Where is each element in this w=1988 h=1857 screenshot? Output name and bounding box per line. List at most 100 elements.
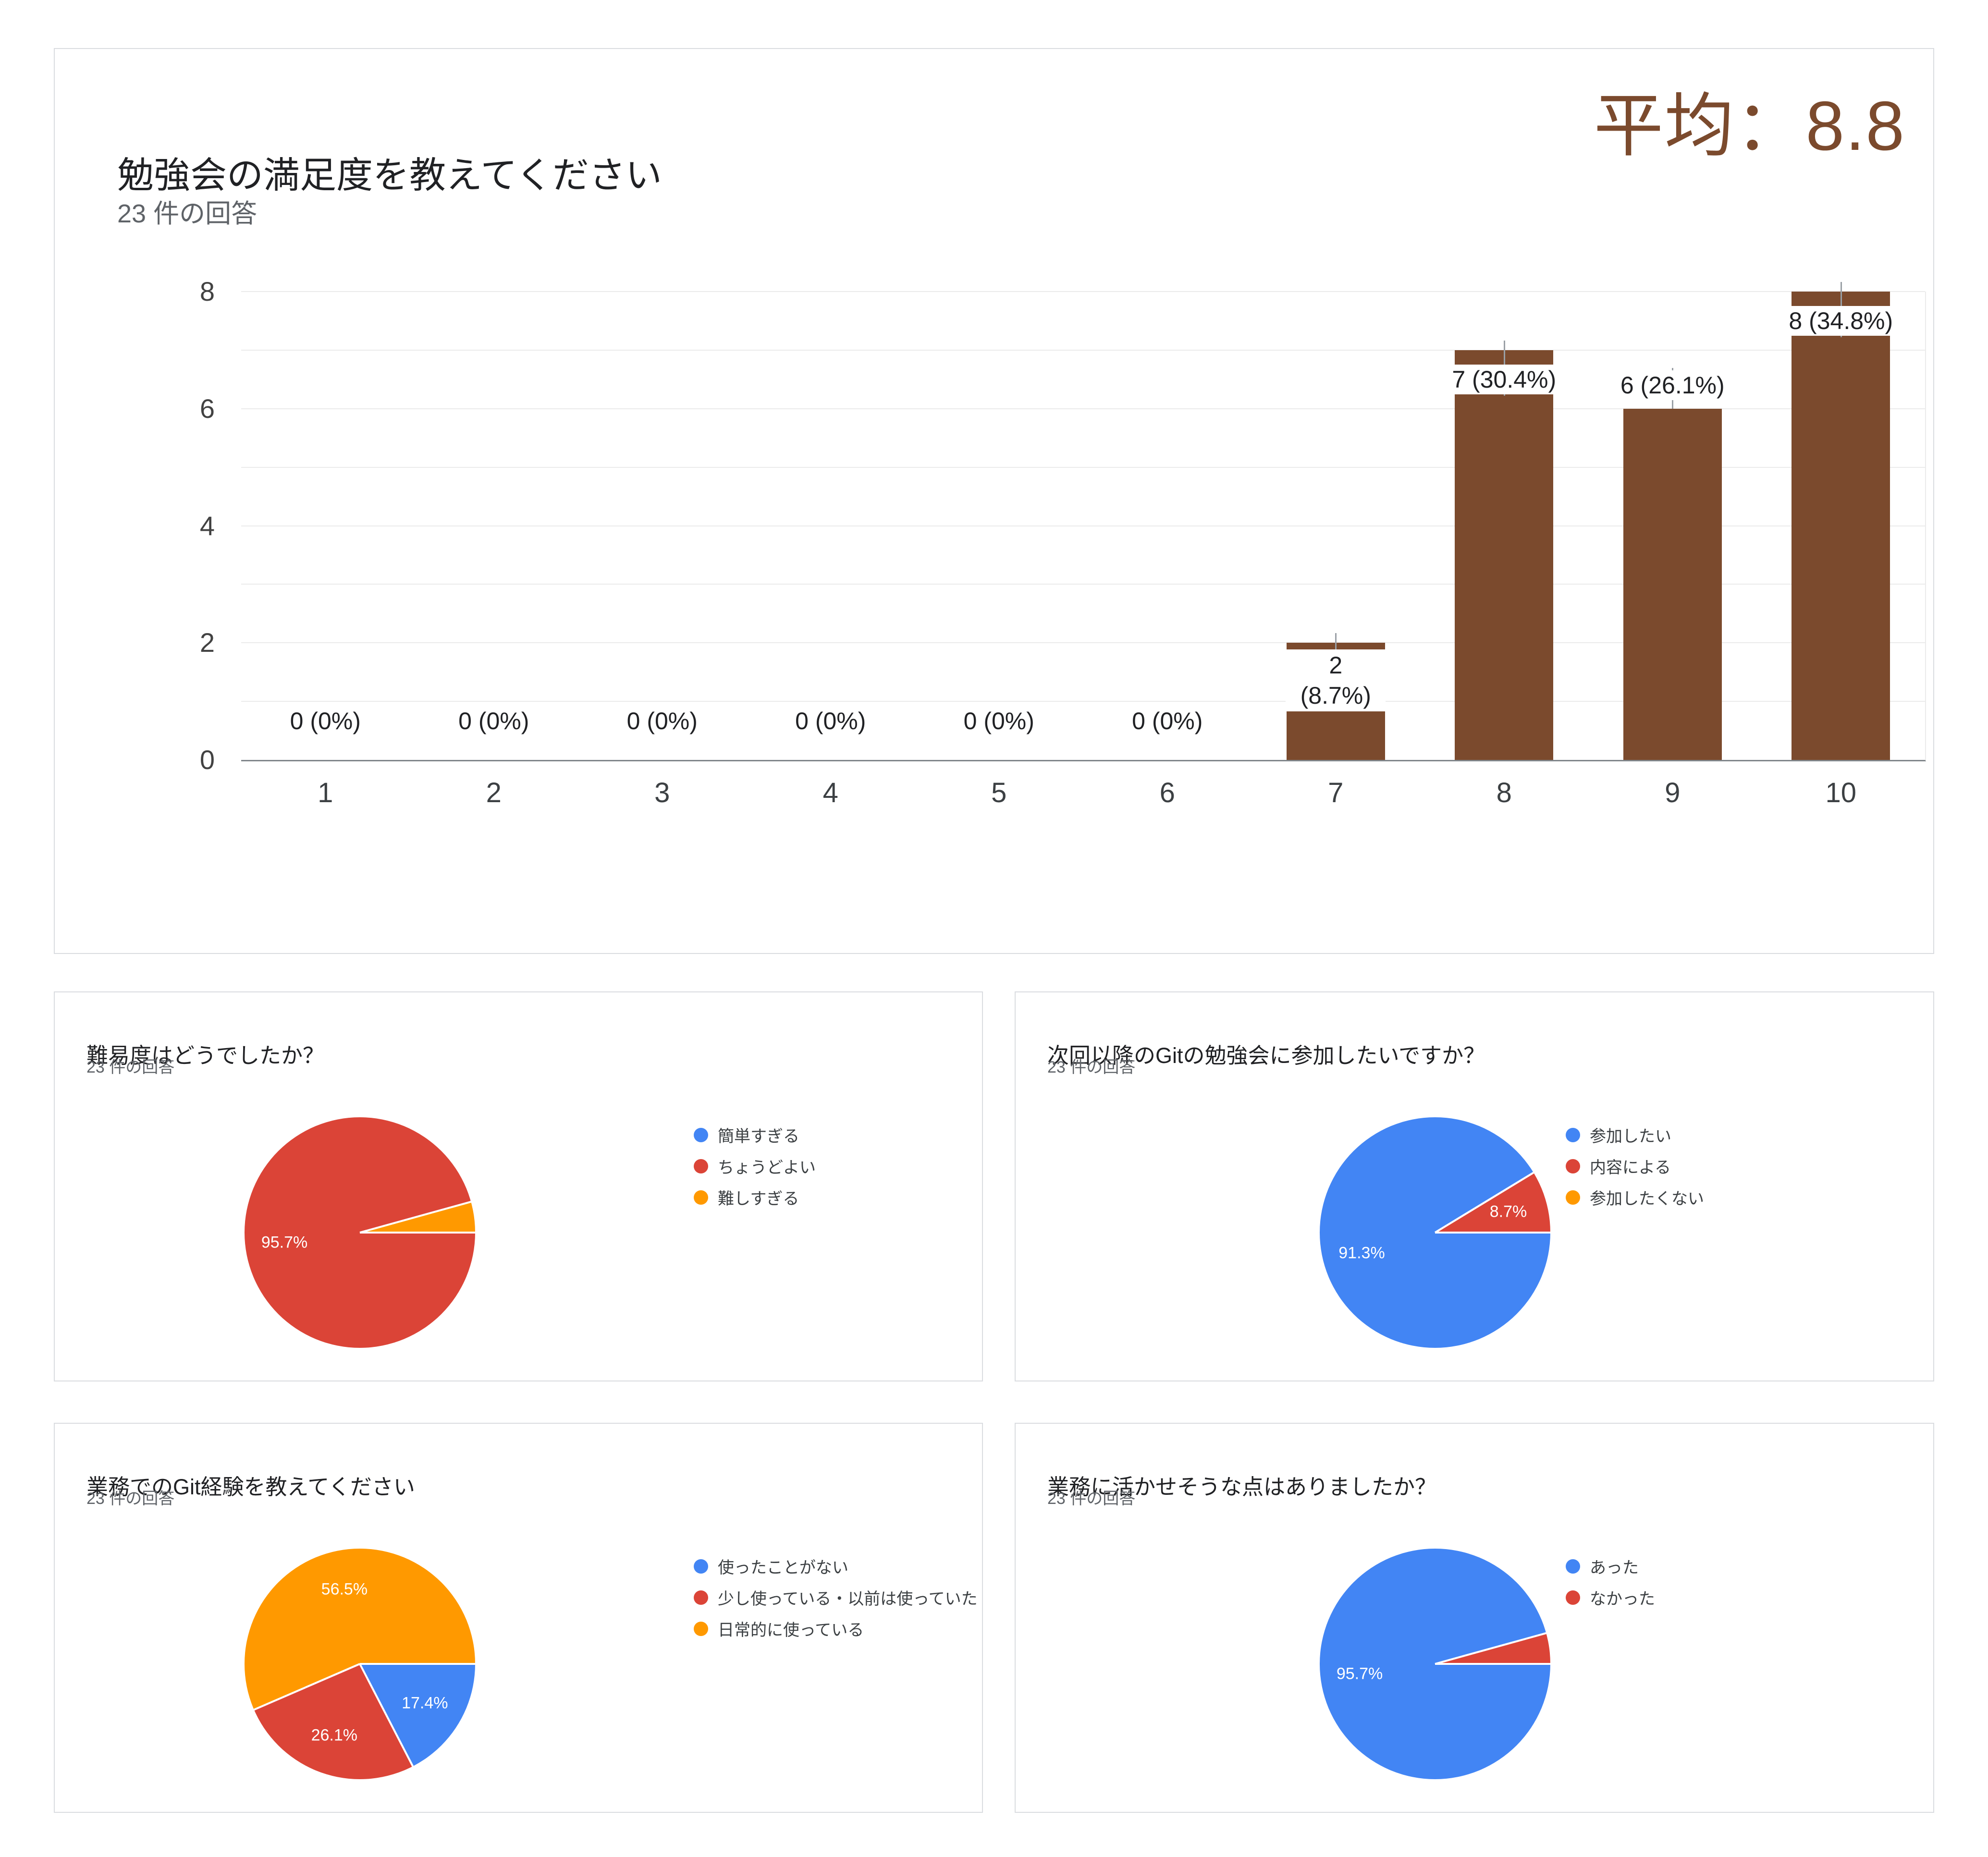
y-axis-label: 8 <box>199 276 215 306</box>
pie-slice-separator <box>359 1663 414 1767</box>
pie-percent-label: 26.1% <box>311 1726 357 1745</box>
next-participation-legend: 参加したい 内容による 参加したくない <box>1566 1123 1704 1217</box>
legend-item: 簡単すぎる <box>694 1123 816 1147</box>
git-experience-card: 業務でのGit経験を教えてください 23 件の回答 17.4% 26.1% 56.5… <box>54 1423 983 1813</box>
legend-item: 内容による <box>1566 1154 1704 1178</box>
x-axis-label: 10 <box>1825 777 1856 808</box>
legend-dot <box>1566 1159 1580 1173</box>
bar-annotation: 0 (0%) <box>1132 708 1203 734</box>
git-experience-legend: 使ったことがない少し使っている・以前は使っていた日常的に使っている <box>694 1554 978 1648</box>
legend-label: 参加したい <box>1590 1127 1671 1146</box>
x-axis: 1 2 3 4 5 6 7 8 9 10 <box>241 777 1925 815</box>
grid-line <box>241 584 1925 585</box>
legend-item: 日常的に使っている <box>694 1617 978 1640</box>
pie-slice-separator <box>360 1663 475 1665</box>
pie-percent-label: 56.5% <box>321 1580 368 1599</box>
legend-item: 難しすぎる <box>694 1185 816 1209</box>
pie-slice-separator <box>1435 1632 1546 1665</box>
pie-percent-label: 91.3% <box>1338 1244 1385 1262</box>
bar-annotation: 0 (0%) <box>458 708 529 734</box>
x-axis-label: 3 <box>654 777 670 808</box>
legend-dot <box>1566 1590 1580 1605</box>
y-axis-label: 2 <box>199 627 215 658</box>
legend-dot <box>1566 1559 1580 1574</box>
x-axis-label: 4 <box>822 777 838 808</box>
legend-dot <box>694 1190 708 1205</box>
bar <box>1455 350 1554 760</box>
legend-dot <box>694 1590 708 1605</box>
average-score: 平均：8.8 <box>1594 87 1905 165</box>
difficulty-card: 難易度はどうでしたか？ 23 件の回答 95.7% 簡単すぎるちょうどよい 難しす… <box>54 991 983 1381</box>
legend-label: 内容による <box>1590 1159 1671 1177</box>
legend-item: なかった <box>1566 1586 1655 1609</box>
x-axis-label: 1 <box>318 777 333 808</box>
bar-annotation: 0 (0%) <box>795 708 866 734</box>
y-axis-label: 6 <box>199 393 215 424</box>
legend-dot <box>1566 1190 1580 1205</box>
legend-dot <box>694 1621 708 1636</box>
question-title: 業務に活かせそうな点はありましたか？ <box>1047 1475 1437 1500</box>
legend-item: 少し使っている・以前は使っていた <box>694 1586 978 1609</box>
legend-dot <box>694 1159 708 1173</box>
legend-label: 難しすぎる <box>718 1190 799 1208</box>
legend-item: あった <box>1566 1554 1655 1578</box>
legend-label: 少し使っている・以前は使っていた <box>718 1590 978 1608</box>
x-axis-label: 9 <box>1665 777 1681 808</box>
response-count: 23 件の回答 <box>1047 1490 1136 1508</box>
grid-line <box>241 466 1925 468</box>
y-axis-label: 4 <box>199 510 215 541</box>
grid-line <box>241 525 1925 526</box>
legend-label: なかった <box>1590 1590 1655 1608</box>
grid-line <box>241 349 1925 351</box>
legend-item: 参加したい <box>1566 1123 1704 1147</box>
response-count: 23 件の回答 <box>117 199 258 228</box>
useful-at-work-card: 業務に活かせそうな点はありましたか？ 23 件の回答 95.7% あったなかった <box>1015 1423 1934 1813</box>
legend-dot <box>1566 1127 1580 1142</box>
legend-dot <box>694 1559 708 1574</box>
pie-percent-label: 95.7% <box>1336 1664 1383 1683</box>
bar-annotation: 2 (8.7%) <box>1286 649 1386 712</box>
bar-annotation: 0 (0%) <box>626 708 698 734</box>
grid-line <box>241 408 1925 409</box>
legend-label: あった <box>1590 1559 1639 1577</box>
response-count: 23 件の回答 <box>1047 1058 1136 1076</box>
response-count: 23 件の回答 <box>86 1490 175 1508</box>
bar-annotation: 0 (0%) <box>290 708 361 734</box>
bar-annotation: 8 (34.8%) <box>1782 306 1900 336</box>
pie-slice-separator <box>1435 1663 1550 1665</box>
pie-slice-separator <box>1435 1232 1550 1234</box>
question-title: 業務でのGit経験を教えてください <box>86 1475 415 1500</box>
legend-dot <box>694 1127 708 1142</box>
next-participation-card: 次回以降のGitの勉強会に参加したいですか？ 23 件の回答 91.3% 8.7%… <box>1015 991 1934 1381</box>
y-axis: 0 2 4 6 8 <box>157 276 215 775</box>
x-axis-label: 8 <box>1496 777 1512 808</box>
pie-percent-label: 17.4% <box>402 1694 448 1712</box>
bar-plot-area: 0 (0%) 0 (0%) 0 (0%) 0 (0%) 0 (0%) 0 (0%) 2 (8… <box>241 282 1926 761</box>
pie-slice-separator <box>360 1232 475 1234</box>
x-axis-label: 2 <box>486 777 502 808</box>
pie-percent-label: 8.7% <box>1489 1202 1527 1221</box>
pie-slice-separator <box>253 1663 360 1711</box>
bar <box>1623 408 1722 760</box>
bar-annotation: 7 (30.4%) <box>1445 364 1563 394</box>
useful-at-work-legend: あった なかった <box>1566 1554 1655 1617</box>
satisfaction-card: 勉強会の満足度を教えてください 23 件の回答 平均：8.8 0 2 4 6 8 0 (… <box>54 48 1934 954</box>
bar <box>1792 292 1890 760</box>
legend-label: ちょうどよい <box>718 1159 816 1177</box>
git-experience-pie-chart: 17.4% 26.1% 56.5% <box>245 1549 475 1779</box>
difficulty-pie-chart: 95.7% <box>245 1117 475 1348</box>
legend-label: 使ったことがない <box>718 1559 848 1577</box>
next-participation-pie-chart: 91.3% 8.7% <box>1320 1117 1550 1348</box>
response-count: 23 件の回答 <box>86 1058 175 1076</box>
y-axis-label: 0 <box>199 745 215 775</box>
x-axis-label: 6 <box>1159 777 1175 808</box>
legend-item: ちょうどよい <box>694 1154 816 1178</box>
x-axis-label: 5 <box>991 777 1007 808</box>
question-title: 難易度はどうでしたか？ <box>86 1043 325 1068</box>
bar-annotation: 6 (26.1%) <box>1613 370 1731 400</box>
pie-percent-label: 95.7% <box>261 1233 308 1252</box>
legend-label: 簡単すぎる <box>718 1127 799 1146</box>
bar-annotation: 0 (0%) <box>963 708 1034 734</box>
